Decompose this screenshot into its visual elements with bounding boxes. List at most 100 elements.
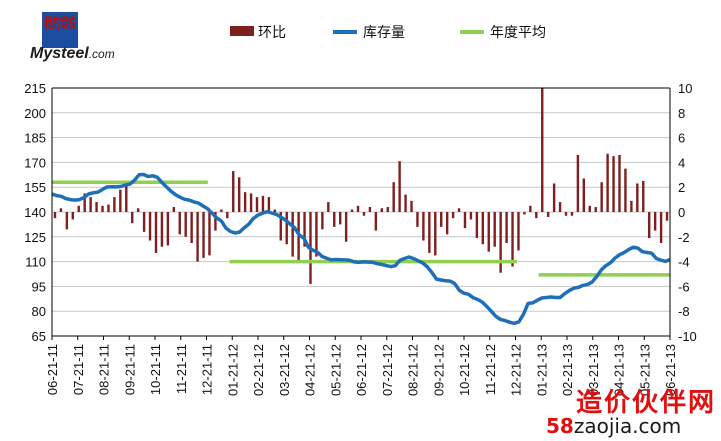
y-right-tick-label: 2 — [678, 180, 685, 195]
bar — [95, 202, 98, 212]
bar — [77, 205, 80, 212]
bar — [131, 212, 134, 224]
bar — [333, 212, 336, 227]
y-right-tick-label: 4 — [678, 155, 685, 170]
bar — [445, 212, 449, 235]
bar — [214, 212, 217, 231]
bar — [125, 181, 128, 212]
legend: 环比 库存量 年度平均 — [230, 25, 546, 41]
logo-block — [42, 12, 78, 48]
bar — [297, 212, 300, 262]
x-tick-label: 06-21-11 — [45, 344, 60, 395]
bar — [588, 205, 591, 212]
bar — [665, 212, 669, 221]
bar — [59, 208, 63, 212]
bar — [237, 177, 241, 212]
x-tick-label: 10-21-11 — [148, 344, 163, 395]
bar — [493, 212, 496, 247]
logo-domain-text: .com — [89, 47, 115, 61]
y-right-tick-label: -4 — [678, 255, 690, 270]
legend-label-average: 年度平均 — [490, 25, 546, 41]
bar — [653, 212, 657, 231]
watermark-url-rest: zaojia.com — [573, 414, 682, 438]
bar — [523, 212, 526, 215]
y-right-tick-label: -10 — [678, 329, 697, 344]
bar — [119, 189, 122, 212]
bar — [362, 212, 366, 216]
watermark-url: 58zaojia.com — [546, 414, 681, 438]
bar — [428, 212, 431, 253]
inventory-series — [51, 172, 671, 326]
bar-series — [53, 88, 669, 284]
y-left-tick-label: 185 — [24, 131, 46, 146]
bar — [53, 212, 57, 219]
x-tick-label: 03-21-12 — [277, 344, 292, 396]
x-tick-label: 06-21-12 — [354, 344, 369, 396]
y-left-tick-label: 140 — [24, 205, 46, 220]
bar — [440, 212, 443, 227]
bar — [344, 212, 348, 242]
bar — [505, 212, 508, 243]
bar — [558, 202, 562, 212]
legend-label-inventory: 库存量 — [363, 25, 405, 41]
bar — [398, 161, 401, 212]
bar — [220, 209, 223, 212]
bar — [202, 212, 205, 258]
bar — [576, 154, 580, 212]
bar — [356, 205, 360, 212]
x-tick-label: 11-21-12 — [483, 344, 498, 395]
bar — [89, 197, 92, 212]
bar — [659, 212, 663, 243]
bar — [327, 202, 330, 212]
bar — [71, 212, 74, 220]
bar — [582, 178, 586, 212]
x-tick-label: 09-21-12 — [431, 344, 446, 396]
bar — [410, 200, 413, 212]
bar — [321, 212, 324, 230]
x-tick-label: 08-21-12 — [406, 344, 421, 396]
x-tick-labels: 06-21-11 07-21-11 08-21-11 09-21-11 10-21-11… — [45, 336, 678, 396]
bar — [463, 212, 467, 229]
y-right-tick-label: 8 — [678, 106, 685, 121]
y-left-tick-label: 215 — [24, 81, 46, 96]
bar — [255, 197, 259, 212]
bar — [368, 207, 372, 212]
bar — [541, 88, 544, 212]
bar — [261, 195, 265, 212]
y-right-tick-labels: -10 -8 -6 -4 -2 0 2 4 6 8 10 — [678, 81, 697, 344]
bar — [303, 212, 306, 247]
x-tick-label: 12-21-11 — [200, 344, 215, 395]
bar — [630, 200, 633, 212]
bar — [291, 212, 294, 257]
bar — [148, 212, 152, 241]
bar — [166, 212, 170, 246]
bar — [600, 182, 603, 212]
bar — [392, 182, 395, 212]
x-tick-label: 01-21-13 — [534, 344, 549, 396]
bar — [469, 212, 473, 220]
bar — [267, 197, 271, 212]
x-tick-label: 09-21-11 — [122, 344, 137, 395]
bar — [422, 212, 425, 241]
bar — [113, 197, 116, 212]
y-left-tick-label: 110 — [25, 255, 46, 270]
bar — [642, 181, 645, 212]
bar — [160, 212, 164, 247]
bar — [457, 208, 461, 212]
bar — [517, 212, 520, 251]
bar — [374, 212, 378, 231]
bar — [226, 212, 229, 219]
bar — [475, 212, 479, 239]
y-left-tick-label: 65 — [32, 329, 46, 344]
bar — [273, 209, 277, 212]
y-left-tick-label: 155 — [24, 180, 46, 195]
bar — [178, 212, 181, 235]
bar — [434, 212, 437, 256]
x-tick-label: 05-21-12 — [328, 344, 343, 396]
bar — [648, 212, 651, 239]
legend-label-bar: 环比 — [258, 25, 286, 41]
bar — [350, 209, 354, 212]
inventory-line — [51, 172, 671, 326]
